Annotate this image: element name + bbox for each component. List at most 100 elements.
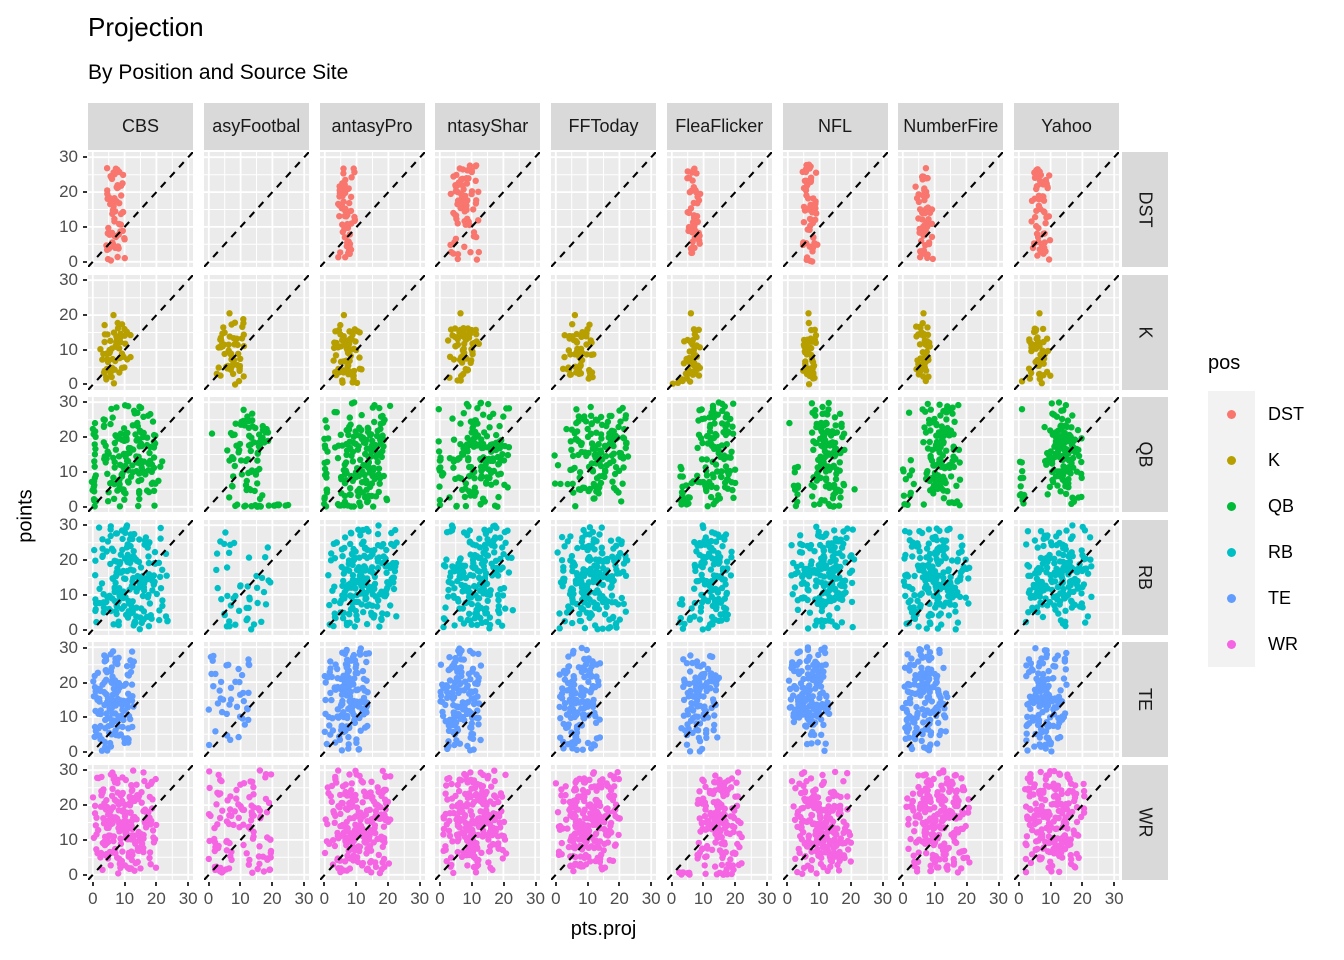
facet-panel-TE-4 (551, 642, 656, 758)
column-strip-label: NumberFire (903, 116, 999, 136)
x-tick-label: 0 (203, 888, 214, 908)
row-strip-TE: TE (1122, 642, 1168, 758)
facet-panel-K-6 (782, 274, 888, 390)
legend-key-dot-icon (1227, 593, 1236, 603)
row-strip-label: QB (1135, 441, 1156, 468)
x-tick-mark (650, 881, 653, 886)
x-tick-label: 0 (782, 888, 793, 908)
x-tick-label: 20 (262, 888, 282, 908)
column-strip-Yahoo: Yahoo (1014, 103, 1119, 150)
x-tick-label: 20 (378, 888, 398, 908)
row-strip-label: K (1135, 326, 1156, 339)
facet-panel-TE-2 (319, 642, 425, 758)
legend-key (1208, 575, 1255, 621)
facet-panel-WR-3 (435, 765, 541, 880)
y-tick-mark (82, 524, 87, 526)
legend-entry-label: RB (1268, 541, 1294, 562)
plot-subtitle: By Position and Source Site (88, 61, 349, 84)
y-tick-mark (82, 383, 87, 386)
facet-panel-DST-3 (435, 152, 541, 267)
facet-panel-QB-8 (1014, 397, 1119, 513)
x-tick-mark (766, 881, 768, 886)
y-tick-mark (82, 751, 87, 754)
facet-panel-TE-5 (666, 642, 772, 758)
legend-entries: DST K QB RB TE WR (1208, 391, 1304, 667)
x-tick-label: 0 (88, 888, 98, 908)
legend-entry-K: K (1208, 437, 1304, 483)
y-tick-mark (82, 681, 87, 684)
x-tick-mark (534, 881, 537, 886)
x-tick-label: 0 (898, 888, 908, 908)
facet-panel-QB-1 (203, 397, 309, 513)
facet-panel-TE-6 (782, 642, 888, 758)
column-strip-label: antasyPro (331, 116, 413, 136)
row-strip-RB: RB (1122, 519, 1168, 635)
x-tick-mark (207, 881, 210, 886)
x-tick-label: 0 (551, 888, 561, 908)
legend-entry-label: DST (1268, 403, 1304, 424)
legend-entry-TE: TE (1208, 575, 1304, 621)
y-tick-label: 10 (59, 339, 78, 359)
x-tick-mark (418, 881, 421, 886)
column-strip-label: FFToday (568, 116, 639, 136)
facet-panel-QB-2 (319, 397, 425, 513)
facet-panel-TE-8 (1014, 642, 1119, 758)
facet-panel-DST-8 (1014, 152, 1119, 267)
x-tick-label: 10 (578, 888, 598, 908)
x-tick-mark (902, 881, 904, 886)
x-tick-label: 10 (462, 888, 482, 908)
y-tick-mark (82, 278, 87, 281)
legend-title: pos (1208, 352, 1241, 374)
y-tick-label: 30 (59, 637, 78, 657)
y-tick-label: 0 (68, 251, 78, 271)
x-tick-mark (849, 881, 852, 886)
y-tick-label: 20 (59, 549, 78, 569)
x-tick-mark (271, 881, 274, 886)
legend-key-dot-icon (1227, 455, 1236, 465)
x-tick-mark (702, 881, 705, 886)
x-tick-label: 30 (757, 888, 777, 908)
column-strip-label: asyFootbal (212, 116, 301, 136)
x-tick-mark (881, 881, 884, 886)
legend-key-dot-icon (1227, 409, 1236, 419)
x-tick-label: 0 (435, 888, 445, 908)
x-tick-mark (734, 881, 737, 886)
x-tick-label: 30 (178, 888, 198, 908)
y-tick-mark (82, 558, 87, 561)
legend-key (1208, 483, 1255, 529)
x-tick-label: 10 (809, 888, 829, 908)
facet-panel-QB-0 (88, 397, 193, 513)
facet-panel-WR-7 (898, 765, 1004, 880)
legend-key (1208, 529, 1255, 575)
legend-key-dot-icon (1227, 639, 1236, 649)
x-tick-label: 10 (1041, 888, 1061, 908)
legend-entry-label: K (1268, 449, 1281, 470)
x-tick-mark (386, 881, 389, 886)
y-tick-mark (82, 260, 87, 263)
x-tick-mark (239, 881, 242, 886)
x-tick-label: 20 (609, 888, 629, 908)
facet-panel-K-2 (319, 274, 425, 390)
facet-panel-DST-0 (88, 152, 193, 267)
row-strip-label: TE (1135, 688, 1156, 712)
x-tick-label: 20 (957, 888, 977, 908)
legend-entry-QB: QB (1208, 483, 1304, 529)
y-tick-label: 10 (59, 584, 78, 604)
y-tick-label: 30 (59, 269, 78, 289)
y-tick-label: 30 (59, 760, 78, 780)
x-tick-label: 30 (410, 888, 430, 908)
column-strip-CBS: CBS (88, 103, 193, 150)
facet-panel-TE-7 (898, 642, 1004, 758)
facet-panel-WR-0 (88, 765, 193, 880)
x-tick-label: 30 (873, 888, 893, 908)
facet-panel-K-7 (898, 274, 1004, 390)
x-tick-label: 10 (115, 888, 135, 908)
x-tick-mark (965, 881, 968, 886)
facet-panel-DST-5 (666, 152, 772, 267)
x-tick-mark (997, 881, 1000, 886)
legend-key-dot-icon (1227, 547, 1236, 557)
facet-panel-K-0 (88, 274, 193, 390)
column-strip-antasyPro: antasyPro (319, 103, 425, 150)
x-tick-label: 20 (494, 888, 514, 908)
x-tick-label: 20 (841, 888, 861, 908)
